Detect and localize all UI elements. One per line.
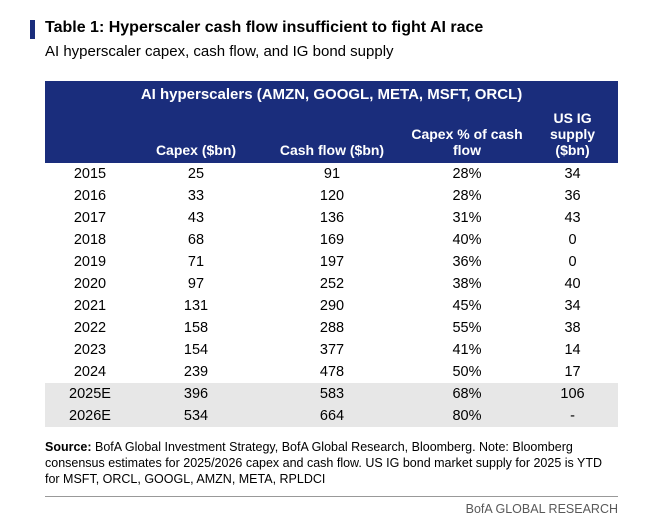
year-cell: 2025E bbox=[69, 385, 111, 402]
value-cell: 38 bbox=[564, 319, 581, 336]
value-cell: 43 bbox=[187, 209, 205, 226]
value-cell: 290 bbox=[319, 297, 345, 314]
value-cell: 41% bbox=[452, 341, 482, 358]
year-cell: 2019 bbox=[73, 253, 107, 270]
table-row: 2019 71 197 36% 0 bbox=[45, 251, 618, 273]
table-row: 2023 154 377 41% 14 bbox=[45, 339, 618, 361]
value-cell: 0 bbox=[568, 231, 577, 248]
value-cell: 36% bbox=[452, 253, 482, 270]
table-row: 2015 25 91 28% 34 bbox=[45, 163, 618, 185]
value-cell: 197 bbox=[319, 253, 345, 270]
value-cell: 534 bbox=[183, 407, 209, 424]
value-cell: 34 bbox=[564, 297, 581, 314]
value-cell: 45% bbox=[452, 297, 482, 314]
table-row: 2017 43 136 31% 43 bbox=[45, 207, 618, 229]
value-cell: 55% bbox=[452, 319, 482, 336]
column-header: Capex ($bn) bbox=[135, 108, 257, 163]
column-header: Cash flow ($bn) bbox=[257, 108, 407, 163]
value-cell: 50% bbox=[452, 363, 482, 380]
table-banner: AI hyperscalers (AMZN, GOOGL, META, MSFT… bbox=[45, 81, 619, 108]
value-cell: 68 bbox=[187, 231, 205, 248]
year-cell: 2023 bbox=[73, 341, 107, 358]
value-cell: 40 bbox=[564, 275, 581, 292]
value-cell: 396 bbox=[183, 385, 209, 402]
value-cell: 252 bbox=[319, 275, 345, 292]
year-cell: 2026E bbox=[69, 407, 111, 424]
brand-footer: BofA GLOBAL RESEARCH bbox=[45, 496, 618, 516]
value-cell: 17 bbox=[564, 363, 581, 380]
table-row: 2022 158 288 55% 38 bbox=[45, 317, 618, 339]
title-block: Table 1: Hyperscaler cash flow insuffici… bbox=[45, 18, 618, 61]
year-cell: 2022 bbox=[73, 319, 107, 336]
value-cell: 478 bbox=[319, 363, 345, 380]
hyperscaler-data-table: AI hyperscalers (AMZN, GOOGL, META, MSFT… bbox=[45, 81, 619, 427]
year-cell: 2015 bbox=[73, 165, 107, 182]
value-cell: 97 bbox=[187, 275, 205, 292]
table-subtitle: AI hyperscaler capex, cash flow, and IG … bbox=[45, 43, 394, 60]
value-cell: 25 bbox=[187, 165, 205, 182]
value-cell: 36 bbox=[564, 187, 581, 204]
table-row: 2026E 534 664 80% - bbox=[45, 405, 619, 427]
value-cell: 106 bbox=[560, 385, 585, 402]
value-cell: 136 bbox=[319, 209, 345, 226]
value-cell: 377 bbox=[319, 341, 345, 358]
value-cell: 239 bbox=[183, 363, 209, 380]
table-row: 2021 131 290 45% 34 bbox=[45, 295, 618, 317]
value-cell: 288 bbox=[319, 319, 345, 336]
value-cell: 169 bbox=[319, 231, 345, 248]
column-header: US IG supply ($bn) bbox=[527, 108, 619, 163]
column-header: Capex % of cash flow bbox=[407, 108, 527, 163]
value-cell: 40% bbox=[452, 231, 482, 248]
value-cell: 34 bbox=[564, 165, 581, 182]
value-cell: 28% bbox=[452, 187, 482, 204]
year-cell: 2021 bbox=[73, 297, 107, 314]
table-row: 2018 68 169 40% 0 bbox=[45, 229, 618, 251]
value-cell: 38% bbox=[452, 275, 482, 292]
year-cell: 2020 bbox=[73, 275, 107, 292]
column-header-row: Capex ($bn) Cash flow ($bn) Capex % of cas… bbox=[45, 108, 619, 163]
year-cell: 2017 bbox=[73, 209, 107, 226]
source-note: Source: BofA Global Investment Strategy,… bbox=[45, 439, 618, 487]
column-header bbox=[45, 108, 135, 163]
source-label: Source: bbox=[45, 440, 92, 454]
source-text: BofA Global Investment Strategy, BofA Gl… bbox=[45, 440, 603, 486]
value-cell: 14 bbox=[564, 341, 581, 358]
year-cell: 2024 bbox=[73, 363, 107, 380]
table-row: 2024 239 478 50% 17 bbox=[45, 361, 618, 383]
year-cell: 2016 bbox=[73, 187, 107, 204]
value-cell: 33 bbox=[187, 187, 205, 204]
value-cell: 91 bbox=[323, 165, 341, 182]
table-row: 2025E 396 583 68% 106 bbox=[45, 383, 619, 405]
value-cell: 0 bbox=[568, 253, 577, 270]
table-row: 2016 33 120 28% 36 bbox=[45, 185, 618, 207]
table-row: 2020 97 252 38% 40 bbox=[45, 273, 618, 295]
value-cell: 31% bbox=[452, 209, 482, 226]
brand-footer-text: BofA GLOBAL RESEARCH bbox=[465, 502, 618, 516]
title-accent-bar bbox=[30, 20, 35, 39]
value-cell: 583 bbox=[319, 385, 345, 402]
value-cell: 158 bbox=[183, 319, 209, 336]
value-cell: 68% bbox=[452, 385, 482, 402]
value-cell: - bbox=[570, 407, 575, 424]
year-cell: 2018 bbox=[73, 231, 107, 248]
value-cell: 154 bbox=[183, 341, 209, 358]
value-cell: 43 bbox=[564, 209, 581, 226]
value-cell: 131 bbox=[183, 297, 209, 314]
table-banner-row: AI hyperscalers (AMZN, GOOGL, META, MSFT… bbox=[45, 81, 619, 108]
value-cell: 80% bbox=[452, 407, 482, 424]
value-cell: 664 bbox=[319, 407, 345, 424]
value-cell: 28% bbox=[452, 165, 482, 182]
value-cell: 71 bbox=[187, 253, 205, 270]
value-cell: 120 bbox=[319, 187, 345, 204]
table-title: Table 1: Hyperscaler cash flow insuffici… bbox=[45, 19, 484, 36]
